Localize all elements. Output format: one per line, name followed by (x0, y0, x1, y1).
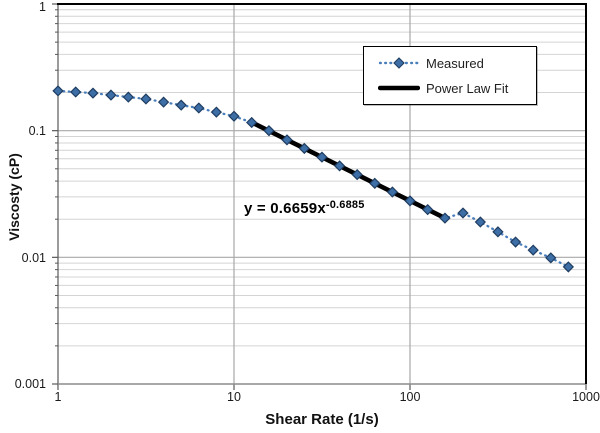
legend-item-measured: Measured (378, 52, 530, 74)
measured-point (492, 226, 504, 238)
y-axis-title: Viscosty (cP) (6, 153, 22, 241)
measured-point (509, 236, 522, 248)
measured-point (457, 207, 469, 219)
measured-point (527, 244, 539, 256)
y-tick-1: 1 (39, 0, 46, 14)
fit-equation-exponent: -0.6885 (325, 199, 365, 211)
measured-point (157, 96, 170, 108)
measured-point (70, 86, 82, 98)
x-tick-1000: 1000 (572, 390, 600, 404)
measured-point (193, 102, 205, 114)
legend: Measured Power Law Fit (363, 46, 537, 105)
measured-point (105, 89, 117, 101)
measured-point (562, 261, 575, 273)
measured-point (246, 116, 258, 129)
measured-point (351, 168, 363, 181)
fit-equation-base: y = 0.6659x (244, 200, 326, 217)
measured-point (122, 91, 134, 103)
measured-dotted-line (56, 89, 570, 269)
fit-series-icon (378, 85, 420, 91)
measured-series-icon (378, 57, 420, 69)
measured-point (386, 186, 399, 198)
legend-label-power-law-fit: Power Law Fit (426, 80, 509, 96)
measured-point (545, 252, 557, 264)
measured-point (281, 134, 293, 146)
measured-point (422, 203, 434, 216)
measured-point (263, 125, 275, 137)
legend-label-measured: Measured (426, 55, 484, 71)
x-tick-10: 10 (227, 390, 241, 404)
measured-point (404, 195, 416, 207)
x-axis-title: Shear Rate (1/s) (265, 411, 379, 428)
measured-point (210, 106, 223, 118)
measured-point (316, 151, 328, 163)
measured-point (439, 212, 451, 224)
measured-point (140, 93, 152, 105)
measured-point (474, 216, 486, 228)
y-tick-0.01: 0.01 (21, 251, 46, 265)
measured-point (175, 99, 187, 111)
measured-point (333, 160, 346, 172)
measured-point (298, 142, 310, 155)
x-tick-100: 100 (399, 390, 421, 404)
measured-point (228, 110, 240, 122)
y-tick-0.001: 0.001 (14, 377, 46, 391)
y-tick-0.1: 0.1 (28, 124, 46, 138)
x-tick-1: 1 (54, 390, 62, 404)
measured-point (52, 85, 64, 97)
measured-point (87, 87, 99, 99)
fit-equation-label: y = 0.6659x-0.6885 (244, 198, 365, 217)
measured-point (369, 177, 381, 189)
legend-item-power-law-fit: Power Law Fit (378, 77, 530, 99)
